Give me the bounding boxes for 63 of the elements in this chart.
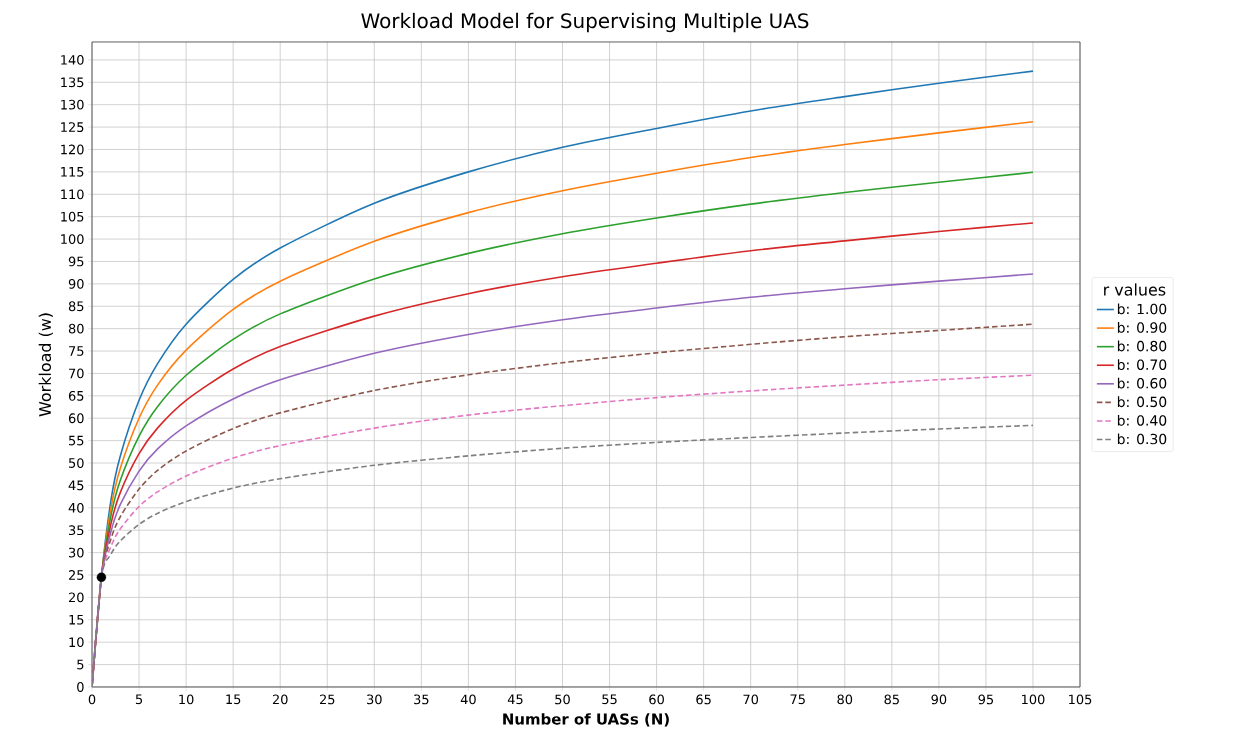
y-tick-label: 15 bbox=[69, 614, 84, 625]
y-tick-label: 45 bbox=[68, 480, 84, 491]
y-tick-label: 10 bbox=[69, 637, 84, 648]
y-tick-label: 115 bbox=[61, 167, 84, 177]
y-tick-label: 90 bbox=[68, 278, 84, 289]
x-tick-label: 70 bbox=[743, 694, 759, 705]
y-tick-label: 20 bbox=[68, 592, 84, 603]
x-tick-label: 15 bbox=[226, 694, 241, 705]
x-axis-title: Number of UASs (N) bbox=[503, 713, 669, 727]
x-tick-label: 60 bbox=[649, 694, 664, 705]
legend-label: b: 1.00 bbox=[1117, 303, 1167, 315]
x-tick-label: 105 bbox=[1069, 694, 1092, 705]
y-tick-label: 85 bbox=[68, 301, 84, 312]
x-tick-label: 5 bbox=[135, 694, 143, 705]
y-tick-label: 30 bbox=[69, 547, 84, 558]
x-tick-label: 30 bbox=[367, 694, 382, 705]
x-tick-label: 100 bbox=[1022, 694, 1045, 705]
x-tick-label: 0 bbox=[88, 694, 96, 705]
y-tick-label: 25 bbox=[68, 570, 84, 580]
y-tick-label: 125 bbox=[61, 122, 84, 132]
x-tick-label: 85 bbox=[884, 694, 899, 705]
y-tick-label: 100 bbox=[61, 234, 84, 244]
y-tick-label: 40 bbox=[68, 502, 84, 513]
legend-label: b: 0.50 bbox=[1117, 396, 1167, 408]
legend-label: b: 0.60 bbox=[1117, 377, 1167, 389]
x-tick-label: 90 bbox=[931, 694, 947, 705]
x-tick-label: 75 bbox=[790, 694, 805, 705]
y-tick-label: 35 bbox=[69, 525, 84, 536]
x-tick-label: 50 bbox=[555, 694, 570, 705]
x-tick-label: 10 bbox=[179, 694, 194, 705]
x-tick-label: 95 bbox=[978, 694, 994, 705]
y-tick-label: 120 bbox=[61, 144, 84, 155]
chart-title: Workload Model for Supervising Multiple UAS bbox=[361, 12, 809, 33]
x-tick-label: 20 bbox=[272, 694, 288, 705]
y-tick-label: 5 bbox=[77, 659, 84, 670]
y-tick-label: 60 bbox=[68, 413, 84, 424]
legend-label: b: 0.80 bbox=[1117, 340, 1167, 352]
y-tick-label: 55 bbox=[69, 435, 84, 446]
x-tick-label: 40 bbox=[460, 694, 476, 705]
legend-label: b: 0.70 bbox=[1117, 359, 1167, 370]
legend-label: b: 0.30 bbox=[1117, 433, 1167, 445]
legend-title: r values bbox=[1104, 283, 1166, 296]
y-tick-label: 70 bbox=[69, 368, 84, 379]
x-tick-label: 45 bbox=[507, 694, 523, 705]
y-tick-label: 140 bbox=[61, 55, 84, 65]
y-tick-label: 50 bbox=[69, 458, 84, 468]
y-tick-label: 105 bbox=[61, 211, 84, 222]
x-tick-label: 55 bbox=[602, 694, 617, 705]
x-tick-label: 80 bbox=[837, 694, 853, 705]
y-tick-label: 135 bbox=[61, 77, 84, 88]
y-tick-label: 65 bbox=[68, 390, 84, 401]
x-tick-label: 35 bbox=[414, 694, 429, 705]
legend-label: b: 0.90 bbox=[1117, 322, 1167, 333]
y-tick-label: 75 bbox=[69, 346, 84, 356]
y-tick-label: 130 bbox=[61, 99, 84, 110]
y-tick-label: 0 bbox=[77, 682, 84, 692]
x-tick-label: 25 bbox=[319, 694, 335, 705]
y-tick-label: 80 bbox=[68, 323, 84, 334]
x-tick-label: 65 bbox=[696, 694, 711, 705]
y-axis-title: Workload (w) bbox=[38, 313, 53, 417]
y-tick-label: 110 bbox=[61, 189, 84, 200]
legend-label: b: 0.40 bbox=[1117, 414, 1167, 426]
y-tick-label: 95 bbox=[68, 256, 84, 267]
